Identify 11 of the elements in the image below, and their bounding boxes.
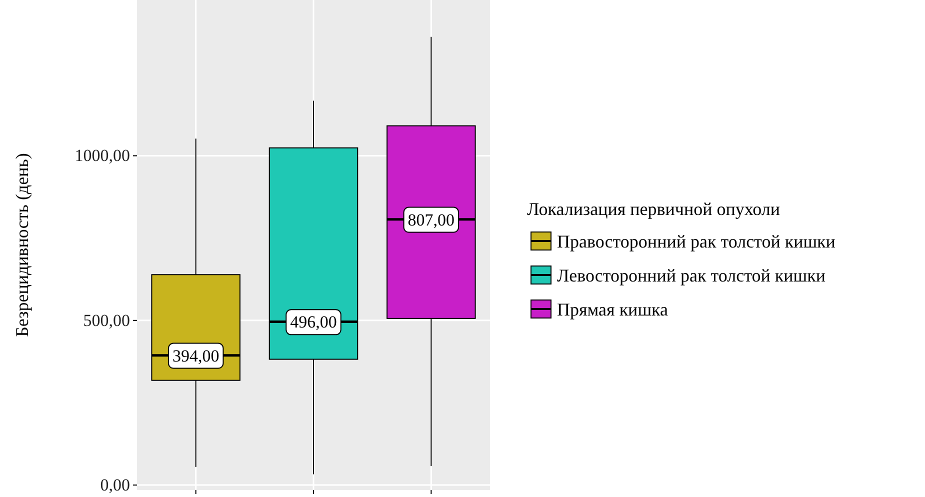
y-axis-title: Безрецидивность (день): [12, 153, 32, 337]
legend-label: Прямая кишка: [557, 299, 668, 320]
y-tick-label: 500,00: [83, 310, 130, 330]
text: 807,00: [408, 210, 455, 230]
legend-label: Правосторонний рак толстой кишки: [557, 231, 836, 252]
legend-label: Левосторонний рак толстой кишки: [557, 265, 826, 286]
text: 496,00: [290, 312, 337, 332]
y-tick-label: 1000,00: [74, 146, 130, 166]
legend-title: Локализация первичной опухоли: [527, 199, 780, 219]
text: 394,00: [172, 346, 220, 366]
y-tick-label: 0,00: [100, 476, 130, 494]
